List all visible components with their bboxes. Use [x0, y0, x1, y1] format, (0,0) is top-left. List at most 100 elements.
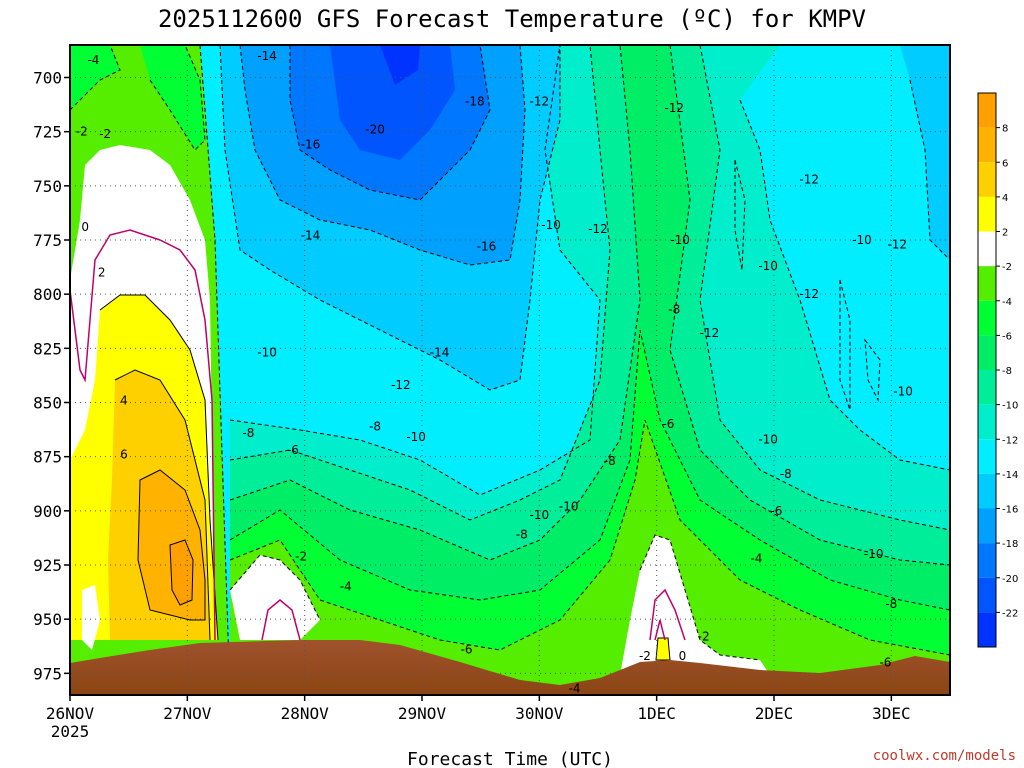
colorbar-tick-label: -18: [1002, 539, 1018, 550]
colorbar-tick-label: -6: [1002, 331, 1012, 342]
field-band-minus22: [380, 45, 420, 85]
contour-lines-zero: [70, 229, 686, 641]
contour-label: -6: [662, 417, 674, 431]
colorbar-swatch: [978, 231, 996, 267]
contour-label: -8: [780, 467, 792, 481]
contour-label: -2: [99, 127, 111, 141]
y-tick-label: 700: [33, 69, 62, 88]
contour-label: -10: [670, 233, 690, 247]
x-axis: 26NOV 27NOV 28NOV 29NOV 30NOV 1DEC 2DEC 3DEC: [46, 695, 911, 723]
field-band-white-28nov: [230, 555, 320, 640]
contour-label: -8: [668, 302, 680, 316]
contour-label: -6: [879, 656, 891, 670]
contour-label: -14: [1011, 38, 1024, 52]
contour-label: 4: [120, 393, 128, 407]
y-tick-label: 950: [33, 610, 62, 629]
contour-label: -6: [770, 504, 782, 518]
colorbar-swatch: [978, 543, 996, 578]
y-axis: 700 725 750 775 800 825 850 875 900 925 950 975: [33, 69, 70, 683]
contour-lines-solid: [99, 294, 671, 661]
contour-label: -14: [301, 229, 321, 243]
x-year-label: 2025: [51, 722, 90, 741]
x-tick-label: 26NOV: [46, 704, 95, 723]
colorbar-tick-label: 2: [1002, 228, 1008, 239]
colorbar-swatch: [978, 577, 996, 613]
y-tick-label: 975: [33, 664, 62, 683]
contour-label: -12: [799, 172, 819, 186]
contour-label: -2: [76, 125, 88, 139]
colorbar-tick-label: -14: [1002, 470, 1018, 481]
contour-label: 2: [98, 266, 106, 280]
colorbar-swatch: [978, 439, 996, 474]
contour-label: -4: [750, 552, 762, 566]
colorbar-swatch: [978, 162, 996, 197]
contour-label: -18: [465, 94, 485, 108]
colorbar-tick-label: -2: [1002, 262, 1012, 273]
colorbar-swatch: [978, 196, 996, 232]
x-tick-label: 3DEC: [872, 704, 911, 723]
y-tick-label: 850: [33, 394, 62, 413]
y-tick-label: 825: [33, 339, 62, 358]
contour-label: 6: [120, 448, 128, 462]
contour-label: -2: [698, 630, 710, 644]
y-tick-label: 925: [33, 556, 62, 575]
chart-title: 2025112600 GFS Forecast Temperature (ºC)…: [158, 5, 866, 33]
contour-label: -16: [301, 138, 321, 152]
contour-label: -14: [975, 62, 995, 76]
contour-label: -10: [758, 259, 778, 273]
x-tick-label: 28NOV: [281, 704, 330, 723]
colorbar-swatch: [978, 508, 996, 544]
field-band-8-west: [170, 540, 193, 605]
contour-label: -4: [569, 682, 581, 696]
contour-label: -20: [365, 123, 385, 137]
colorbar-swatch: [978, 370, 996, 405]
x-tick-label: 2DEC: [755, 704, 794, 723]
colorbar-tick-label: -4: [1002, 297, 1012, 308]
contour-label: -12: [391, 378, 411, 392]
contour-label: 0: [81, 220, 89, 234]
contour-label: -12: [530, 94, 550, 108]
colorbar: 8 6 4 2 -2 -4 -6 -8 -10 -12 -14 -16 -18 -20 -22: [977, 92, 1018, 648]
x-tick-label: 30NOV: [515, 704, 564, 723]
contour-label: -14: [430, 346, 450, 360]
contour-label: -10: [758, 432, 778, 446]
field-band-minus8: [230, 45, 950, 695]
contour-label: -2: [639, 649, 651, 663]
colorbar-tick-label: -10: [1002, 401, 1018, 412]
contour-label: -6: [461, 643, 473, 657]
y-tick-label: 875: [33, 448, 62, 467]
contour-label: -16: [477, 240, 497, 254]
contour-label: -8: [242, 426, 254, 440]
colorbar-tick-label: -22: [1002, 608, 1018, 619]
colorbar-swatch: [978, 300, 996, 336]
contour-label: -10: [257, 346, 277, 360]
contour-label: -4: [87, 53, 99, 67]
contour-label: -10: [406, 430, 426, 444]
credit-text: coolwx.com/models: [873, 748, 1016, 764]
y-tick-label: 725: [33, 123, 62, 142]
x-tick-label: 1DEC: [637, 704, 676, 723]
surface-terrain: [70, 640, 950, 695]
field-band-minus4: [230, 420, 950, 695]
contour-label: -8: [885, 597, 897, 611]
x-tick-label: 29NOV: [398, 704, 447, 723]
colorbar-tick-label: -16: [1002, 505, 1018, 516]
contour-label: -8: [516, 528, 528, 542]
contour-label: -10: [852, 233, 872, 247]
colorbar-tick-label: 4: [1002, 193, 1008, 204]
colorbar-tick-label: -8: [1002, 366, 1012, 377]
colorbar-tick-label: 6: [1002, 158, 1008, 169]
x-axis-label: Forecast Time (UTC): [407, 749, 613, 768]
colorbar-swatch: [978, 93, 996, 128]
grid-lines: [70, 45, 950, 695]
colorbar-swatch: [978, 473, 996, 509]
colorbar-tick-label: -20: [1002, 574, 1018, 585]
colorbar-swatch: [978, 335, 996, 370]
contour-label: -6: [287, 443, 299, 457]
colorbar-swatch: [978, 266, 996, 301]
contour-label: -12: [799, 287, 819, 301]
contour-label: -12: [887, 237, 907, 251]
field-band-white-low-west: [82, 585, 100, 650]
y-tick-label: 900: [33, 502, 62, 521]
